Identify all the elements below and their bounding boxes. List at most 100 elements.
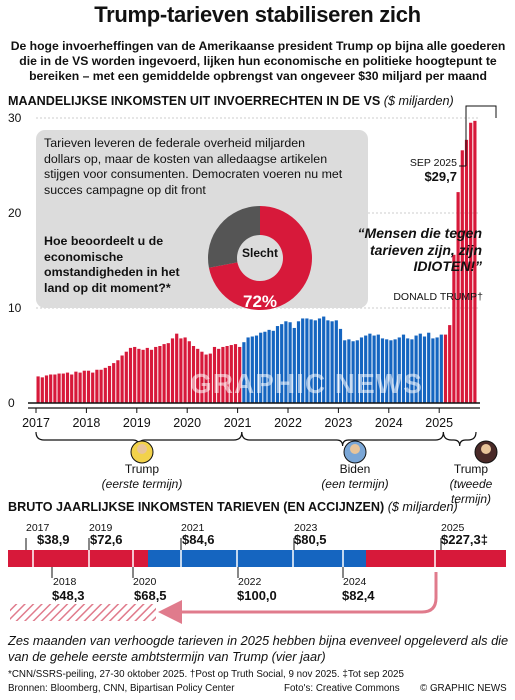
bar — [99, 369, 103, 403]
term-name: Trump — [124, 462, 160, 476]
bar — [389, 340, 393, 403]
callout-value: $29,7 — [424, 169, 457, 184]
bar — [435, 337, 439, 403]
bar — [397, 337, 401, 403]
annual-value: $48,3 — [52, 588, 85, 603]
bar — [259, 332, 263, 403]
bar — [103, 367, 107, 403]
bar — [82, 370, 86, 403]
bar — [385, 339, 389, 403]
annual-chart-unit: ($ miljarden) — [387, 500, 458, 514]
page-subtitle: De hoge invoerheffingen van de Amerikaan… — [10, 39, 506, 83]
survey-question: Hoe beoordeelt u de economische omstandi… — [44, 234, 180, 295]
bar — [330, 321, 334, 403]
term-sub: (tweede termijn) — [449, 477, 493, 506]
bar — [49, 374, 53, 403]
bar — [448, 325, 452, 403]
bar — [418, 333, 422, 403]
term-sub: (een termijn) — [321, 477, 389, 491]
annual-year: 2024 — [343, 576, 367, 588]
quote-author: DONALD TRUMP† — [393, 291, 483, 303]
bar — [70, 374, 74, 403]
bar — [351, 341, 355, 403]
bar — [170, 338, 175, 403]
bar — [368, 333, 372, 403]
monthly-chart-title-text: MAANDELIJKSE INKOMSTEN UIT INVOERRECHTEN… — [8, 94, 381, 108]
bar — [217, 348, 221, 403]
bar — [301, 318, 305, 403]
bar — [364, 335, 368, 403]
term-brace — [241, 431, 444, 447]
bar — [284, 321, 288, 403]
term-label-trump-first: Trump (eerste termijn) — [87, 462, 197, 492]
page-title: Trump-tarieven stabiliseren zich — [94, 2, 421, 27]
term-sub: (eerste termijn) — [101, 477, 183, 491]
watermark: GRAPHIC NEWS — [190, 368, 423, 399]
bar — [246, 337, 250, 403]
monthly-bars — [36, 120, 477, 403]
annual-year: 2019 — [89, 522, 113, 534]
bar — [414, 335, 418, 403]
bar — [309, 319, 313, 403]
bar — [267, 329, 271, 403]
annual-value: $80,5 — [294, 532, 327, 547]
annual-chart-title: BRUTO JAARLIJKSE INKOMSTEN TARIEVEN (EN … — [8, 500, 458, 514]
comparison-hatch — [10, 604, 156, 621]
annual-year: 2025 — [441, 522, 465, 534]
bar — [179, 338, 183, 403]
x-tick-label: 2021 — [224, 416, 252, 430]
y-tick-label: 0 — [8, 396, 15, 410]
bar — [175, 333, 179, 403]
bar — [464, 139, 469, 403]
bar — [359, 337, 364, 403]
term-name: Trump — [453, 462, 489, 476]
bar — [154, 346, 158, 403]
annual-year: 2020 — [133, 576, 157, 588]
bar — [61, 373, 65, 403]
chart-decorations — [35, 105, 498, 464]
annual-year: 2023 — [294, 522, 318, 534]
bar — [305, 318, 309, 403]
callout-label: SEP 2025 — [409, 157, 457, 169]
bar — [355, 340, 359, 403]
bar — [296, 321, 301, 403]
bar — [473, 120, 477, 403]
bar — [196, 348, 200, 403]
bar — [393, 339, 397, 403]
annual-strip — [8, 538, 506, 624]
survey-text: Tarieven leveren de federale overheid mi… — [44, 136, 343, 197]
bar — [137, 348, 141, 403]
annual-value: $38,9 — [37, 532, 70, 547]
x-tick-label: 2023 — [324, 416, 352, 430]
bar — [376, 334, 380, 403]
bar — [149, 349, 154, 403]
annual-year: 2017 — [26, 522, 50, 534]
bar — [460, 150, 464, 403]
bar — [112, 363, 116, 403]
donut-answer-value: 72% — [242, 292, 278, 311]
bar — [162, 344, 166, 403]
bar — [74, 371, 78, 403]
bar — [204, 354, 208, 403]
bar — [91, 372, 95, 403]
bar — [158, 346, 162, 403]
bar — [250, 336, 254, 403]
annual-value: $227,3‡ — [441, 532, 488, 547]
bar — [78, 372, 82, 403]
bar — [343, 340, 347, 403]
bar — [380, 338, 385, 403]
y-tick-label: 20 — [8, 206, 22, 220]
donut-answer-label: Slecht — [241, 246, 278, 260]
bar — [133, 346, 137, 403]
monthly-chart-title: MAANDELIJKSE INKOMSTEN UIT INVOERRECHTEN… — [8, 94, 454, 108]
y-tick-label: 30 — [8, 111, 22, 125]
bar — [187, 341, 191, 403]
bar — [53, 374, 57, 403]
bar — [280, 324, 284, 403]
bar — [334, 320, 338, 403]
bar — [313, 320, 317, 403]
comparison-arrow — [158, 572, 438, 624]
bar — [431, 338, 435, 403]
bar — [322, 316, 326, 403]
bar — [120, 355, 124, 403]
